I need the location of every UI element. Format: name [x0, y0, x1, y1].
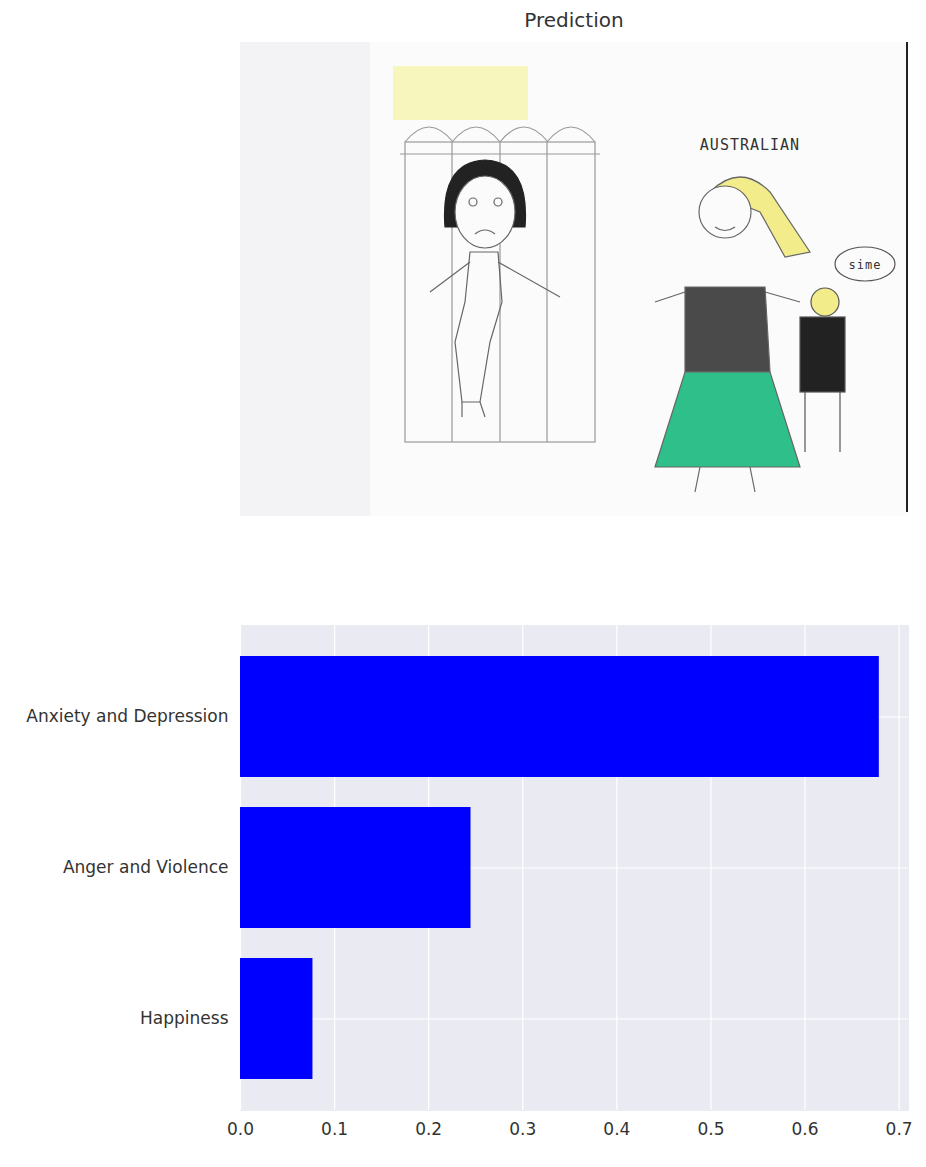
svg-text:0.6: 0.6	[791, 1119, 818, 1139]
svg-text:0.4: 0.4	[603, 1119, 630, 1139]
svg-text:0.1: 0.1	[321, 1119, 348, 1139]
svg-text:0.5: 0.5	[697, 1119, 724, 1139]
svg-text:Anxiety and Depression: Anxiety and Depression	[26, 706, 228, 726]
svg-text:Happiness: Happiness	[140, 1008, 229, 1028]
svg-text:0.2: 0.2	[415, 1119, 442, 1139]
html-text:Prediction: Prediction	[524, 8, 624, 32]
svg-text:AUSTRALIAN: AUSTRALIAN	[700, 136, 800, 154]
svg-text:0.3: 0.3	[509, 1119, 536, 1139]
svg-text:sime: sime	[849, 258, 882, 272]
svg-text:0.7: 0.7	[886, 1119, 913, 1139]
svg-text:0.0: 0.0	[227, 1119, 254, 1139]
svg-text:Anger and Violence: Anger and Violence	[63, 857, 229, 877]
